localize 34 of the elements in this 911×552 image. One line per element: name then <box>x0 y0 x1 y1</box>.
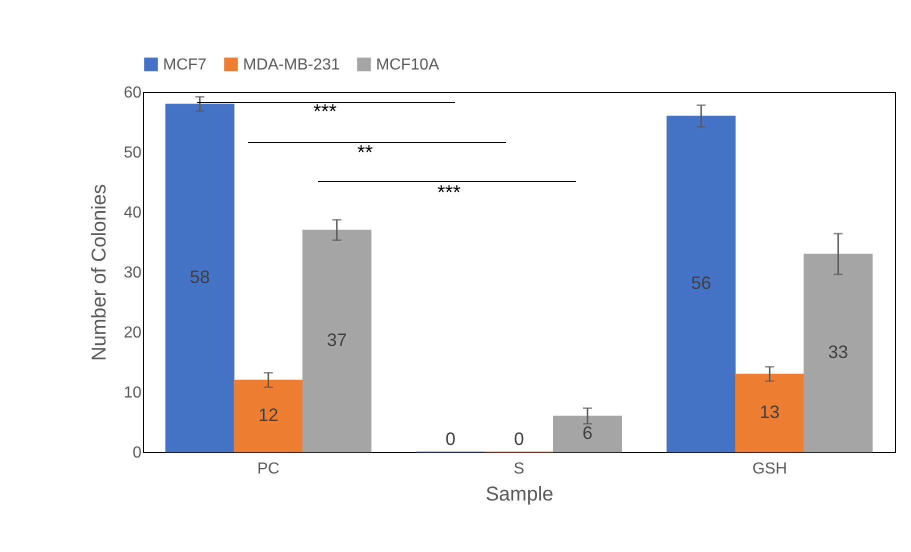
y-tick-label: 30 <box>124 264 142 282</box>
x-tick-label: PC <box>257 460 280 478</box>
data-label: 0 <box>445 429 456 449</box>
bar <box>234 380 303 452</box>
annotation: ** <box>357 142 373 164</box>
annotation: *** <box>437 182 461 204</box>
data-label: 56 <box>691 273 712 293</box>
data-label: 58 <box>190 267 210 287</box>
bar <box>165 104 234 452</box>
y-axis-title: Number of Colonies <box>88 184 111 361</box>
y-tick-label: 50 <box>124 144 142 162</box>
bar <box>553 416 622 452</box>
bar <box>735 374 804 452</box>
bar <box>302 230 372 452</box>
y-tick-label: 60 <box>124 84 142 102</box>
y-tick-label: 10 <box>124 384 142 402</box>
data-label: 12 <box>258 405 278 425</box>
y-tick-label: 0 <box>132 444 142 462</box>
x-tick-label: GSH <box>752 460 788 478</box>
bar <box>666 116 736 452</box>
legend-label: MCF10A <box>376 56 440 74</box>
data-label: 33 <box>828 342 848 362</box>
x-axis-title: Sample <box>486 484 554 506</box>
y-tick-label: 40 <box>124 204 142 222</box>
y-tick-label: 20 <box>124 324 142 342</box>
legend-label: MDA-MB-231 <box>243 56 340 74</box>
annotation: *** <box>313 101 337 123</box>
x-tick-label: S <box>514 460 524 478</box>
data-label: 37 <box>326 330 347 350</box>
data-label: 13 <box>760 402 780 422</box>
bar <box>804 254 873 452</box>
data-label: 6 <box>582 423 593 443</box>
legend-label: MCF7 <box>163 56 207 74</box>
data-label: 0 <box>514 429 524 449</box>
